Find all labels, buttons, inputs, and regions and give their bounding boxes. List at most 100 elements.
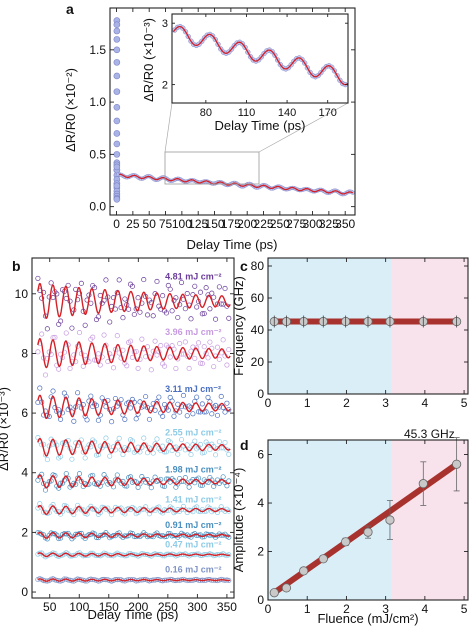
x-tick-label: 4	[422, 602, 429, 616]
x-tick-label: 50	[143, 217, 157, 231]
trace-data-point	[179, 279, 185, 286]
trace-data-point	[196, 409, 202, 415]
x-tick-label: 150	[205, 217, 225, 231]
panel-a-axes: 0 25 50 75 100125150175200225250275300325350…	[89, 8, 356, 231]
trace-data-point	[190, 344, 196, 350]
panel-c-ylabel: Frequency (GHz)	[231, 276, 246, 376]
trace-data-point	[148, 485, 154, 491]
panel-a-ylabel: ΔR/R0 (×10⁻²)	[63, 68, 78, 152]
trace-data-point	[199, 534, 205, 540]
low-fluence-band	[268, 258, 392, 394]
trace-data-point	[160, 293, 166, 299]
trace-data-point	[97, 362, 103, 368]
trace-data-point	[199, 361, 205, 367]
trace-data-point	[99, 354, 105, 360]
y-tick-label: 0.5	[89, 147, 106, 161]
panel-a-plot	[113, 17, 355, 203]
series-label: 0.47 mJ cm⁻²	[165, 539, 221, 549]
panel-c-frame	[267, 257, 469, 395]
x-tick-label: 200	[237, 217, 257, 231]
trace-data-point	[56, 366, 62, 372]
x-tick-label: 100	[69, 600, 89, 614]
trace-data-point	[63, 471, 69, 477]
x-tick-label: 350	[335, 217, 355, 231]
data-point	[113, 130, 121, 137]
trace-data-point	[150, 450, 156, 456]
trace-data-point	[218, 301, 224, 307]
data-point	[113, 140, 121, 148]
panel-b-label: b	[12, 258, 21, 274]
panel-a-frame	[109, 7, 356, 216]
trace-data-point	[154, 278, 160, 285]
trace-data-point	[222, 409, 228, 415]
y-tick-label: 1.0	[89, 95, 106, 109]
trace-data-point	[216, 439, 222, 445]
y-tick-label: 80	[251, 259, 265, 273]
trace-data-point	[137, 309, 143, 315]
trace-data-point	[213, 316, 219, 322]
panel-b-axes: 50 100 150 200 250 300 350 0 2 4 6 8 10	[15, 258, 237, 614]
amplitude-point	[385, 515, 395, 525]
panel-c-annotation: 45.3 GHz	[404, 427, 455, 441]
trace-data-point	[75, 390, 81, 396]
trace-data-point	[160, 413, 166, 419]
trace-data-point	[122, 416, 128, 422]
amplitude-point	[299, 566, 309, 576]
x-tick-label: 0	[265, 602, 272, 616]
trace-data-point	[92, 285, 98, 291]
trace-data-point	[197, 441, 204, 448]
trace-data-point	[116, 277, 122, 283]
x-tick-label: 2	[343, 396, 350, 410]
y-tick-label: 4	[257, 496, 264, 510]
trace-data-point	[224, 400, 230, 406]
trace-data-point	[188, 452, 194, 458]
trace-data-point	[214, 301, 221, 307]
trace-data-point	[95, 452, 101, 458]
trace-data-point	[95, 417, 101, 423]
trace-data-point	[50, 550, 56, 556]
panel-c-axes: 0 1 2 3 4 5 0 20 40 60 80	[251, 258, 468, 410]
trace-data-point	[211, 483, 217, 489]
data-point	[113, 36, 121, 43]
panel-b-xlabel: Delay Time (ps)	[87, 607, 178, 622]
series-label: 2.55 mJ cm⁻²	[165, 428, 221, 438]
trace-data-point	[220, 337, 226, 343]
y-tick-label: 1.5	[89, 43, 106, 57]
trace-data-point	[110, 365, 117, 371]
y-tick-label: 0.0	[89, 200, 106, 214]
y-tick-label: 2	[21, 525, 28, 539]
trace-data-point	[143, 394, 149, 400]
trace-data-point	[124, 363, 130, 369]
panel-c-plot	[268, 258, 468, 394]
series-label: 4.81 mJ cm⁻²	[165, 272, 221, 282]
trace-data-point	[203, 409, 209, 415]
amplitude-point	[269, 588, 279, 598]
panel-c-label: c	[240, 258, 248, 274]
trace-data-point	[95, 314, 101, 320]
trace-data-point	[165, 407, 171, 413]
x-tick-label: 140	[278, 107, 296, 119]
series-label: 0.91 mJ cm⁻²	[165, 520, 221, 530]
x-tick-label: 225	[254, 217, 274, 231]
panel-d-axes: 0 1 2 3 4 5 0 2 4 6	[257, 440, 468, 616]
trace-data-point	[182, 339, 188, 345]
trace-data-point	[82, 322, 88, 328]
trace-data-point	[169, 308, 175, 314]
trace-data-point	[205, 355, 211, 361]
trace-data-point	[192, 283, 198, 289]
trace-data-point	[148, 367, 154, 373]
trace-data-point	[127, 338, 134, 344]
trace-data-point	[67, 365, 73, 371]
trace-data-point	[35, 275, 41, 281]
trace-data-point	[214, 344, 221, 350]
trace-data-point	[44, 326, 50, 332]
trace-data-point	[63, 394, 69, 400]
fit-curve	[119, 173, 354, 195]
trace-data-point	[175, 314, 181, 321]
trace-data-point	[184, 290, 190, 297]
y-tick-label: 20	[251, 355, 265, 369]
y-tick-label: 2	[257, 545, 264, 559]
trace-data-point	[101, 332, 107, 338]
trace-data-point	[144, 450, 151, 456]
series-label: 0.16 mJ cm⁻²	[165, 565, 221, 575]
